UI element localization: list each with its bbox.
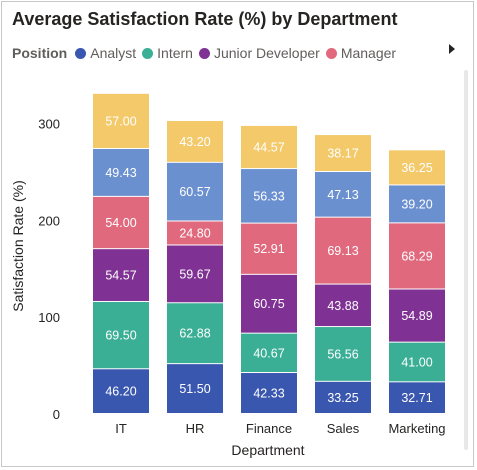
data-label-finance-manager: 52.91	[253, 242, 284, 256]
data-label-marketing-manager: 68.29	[401, 249, 432, 263]
bar-it-s6[interactable]	[93, 93, 149, 149]
y-tick-label: 0	[53, 407, 60, 422]
data-label-finance-s5: 56.33	[253, 189, 284, 203]
bar-it-intern[interactable]	[93, 301, 149, 369]
data-label-hr-analyst: 51.50	[179, 382, 210, 396]
y-tick-label: 100	[38, 310, 60, 325]
legend-item-junior-developer[interactable]: Junior Developer	[198, 45, 320, 61]
bars: 46.20 69.50 54.57 54.00 49.43 57.00 51.50 62.88…	[93, 93, 445, 413]
legend-title: Position	[12, 45, 68, 61]
data-label-it-junior-developer: 54.57	[105, 269, 136, 283]
data-label-it-manager: 54.00	[105, 216, 136, 230]
bar-marketing-junior-developer[interactable]	[389, 289, 445, 342]
bar-finance-intern[interactable]	[241, 333, 297, 373]
data-label-finance-junior-developer: 60.75	[253, 297, 284, 311]
data-label-finance-analyst: 42.33	[253, 387, 284, 401]
bar-it-manager[interactable]	[93, 196, 149, 249]
legend-label-junior-developer: Junior Developer	[213, 45, 320, 61]
legend-item-manager[interactable]: Manager	[325, 45, 397, 61]
bar-marketing-intern[interactable]	[389, 342, 445, 382]
bar-hr-intern[interactable]	[167, 303, 223, 364]
chevron-right-icon[interactable]	[449, 44, 455, 54]
bar-it-analyst[interactable]	[93, 369, 149, 413]
x-tick-label-marketing: Marketing	[388, 421, 445, 436]
data-label-marketing-analyst: 32.71	[401, 391, 432, 405]
data-label-marketing-intern: 41.00	[401, 355, 432, 369]
bar-hr-junior-developer[interactable]	[167, 245, 223, 303]
chart-title: Average Satisfaction Rate (%) by Departm…	[12, 9, 398, 29]
legend-dot-intern	[142, 47, 154, 59]
bar-marketing-s6[interactable]	[389, 150, 445, 185]
legend-dot-manager	[325, 47, 337, 59]
legend-label-analyst: Analyst	[90, 45, 137, 61]
legend-label-manager: Manager	[340, 45, 397, 61]
legend-dot-junior-developer	[198, 47, 210, 59]
bar-sales-s6[interactable]	[315, 135, 371, 172]
x-axis-title: Department	[231, 442, 304, 458]
data-label-finance-intern: 40.67	[253, 346, 284, 360]
bar-sales-manager[interactable]	[315, 217, 371, 284]
data-label-it-analyst: 46.20	[105, 385, 136, 399]
bar-it-junior-developer[interactable]	[93, 249, 149, 301]
legend-item-analyst[interactable]: Analyst	[75, 45, 136, 61]
y-tick-label: 200	[38, 213, 60, 228]
bar-sales-analyst[interactable]	[315, 381, 371, 413]
data-label-hr-s5: 60.57	[179, 185, 210, 199]
bar-sales-junior-developer[interactable]	[315, 284, 371, 327]
data-label-sales-analyst: 33.25	[327, 391, 358, 405]
bar-finance-junior-developer[interactable]	[241, 274, 297, 333]
bar-finance-manager[interactable]	[241, 223, 297, 274]
legend-item-intern[interactable]: Intern	[142, 45, 193, 61]
bar-marketing-s5[interactable]	[389, 185, 445, 223]
x-tick-label-it: IT	[115, 421, 127, 436]
bar-finance-s5[interactable]	[241, 169, 297, 223]
bar-it-s5[interactable]	[93, 149, 149, 196]
data-label-sales-s5: 47.13	[327, 188, 358, 202]
legend-label-intern: Intern	[157, 45, 193, 61]
data-label-it-intern: 69.50	[105, 329, 136, 343]
scrollbar[interactable]	[464, 70, 468, 450]
data-label-hr-manager: 24.80	[179, 226, 210, 240]
data-label-sales-manager: 69.13	[327, 244, 358, 258]
data-label-hr-junior-developer: 59.67	[179, 267, 210, 281]
data-label-marketing-junior-developer: 54.89	[401, 309, 432, 323]
data-label-finance-s6: 44.57	[253, 141, 284, 155]
bar-hr-analyst[interactable]	[167, 364, 223, 413]
data-label-marketing-s6: 36.25	[401, 161, 432, 175]
data-label-hr-intern: 62.88	[179, 327, 210, 341]
y-tick-label: 300	[38, 117, 60, 132]
bar-hr-manager[interactable]	[167, 221, 223, 245]
bar-hr-s6[interactable]	[167, 121, 223, 162]
data-label-sales-s6: 38.17	[327, 147, 358, 161]
y-axis: 0 100 200 300	[38, 117, 60, 422]
data-label-marketing-s5: 39.20	[401, 197, 432, 211]
data-label-it-s5: 49.43	[105, 166, 136, 180]
bar-finance-s6[interactable]	[241, 125, 297, 169]
x-tick-label-finance: Finance	[246, 421, 292, 436]
bar-marketing-analyst[interactable]	[389, 382, 445, 413]
data-label-sales-junior-developer: 43.88	[327, 299, 358, 313]
data-label-hr-s6: 43.20	[179, 135, 210, 149]
legend: Position Analyst Intern Junior Developer…	[12, 44, 402, 62]
x-tick-label-sales: Sales	[327, 421, 360, 436]
x-tick-label-hr: HR	[186, 421, 205, 436]
y-axis-title: Satisfaction Rate (%)	[10, 180, 26, 312]
data-label-sales-intern: 56.56	[327, 347, 358, 361]
bar-hr-s5[interactable]	[167, 162, 223, 221]
legend-dot-analyst	[75, 47, 87, 59]
bar-sales-intern[interactable]	[315, 327, 371, 381]
bar-marketing-manager[interactable]	[389, 223, 445, 289]
x-axis: IT HR Finance Sales Marketing	[115, 421, 445, 436]
data-label-it-s6: 57.00	[105, 114, 136, 128]
bar-sales-s5[interactable]	[315, 172, 371, 217]
bar-finance-analyst[interactable]	[241, 373, 297, 413]
